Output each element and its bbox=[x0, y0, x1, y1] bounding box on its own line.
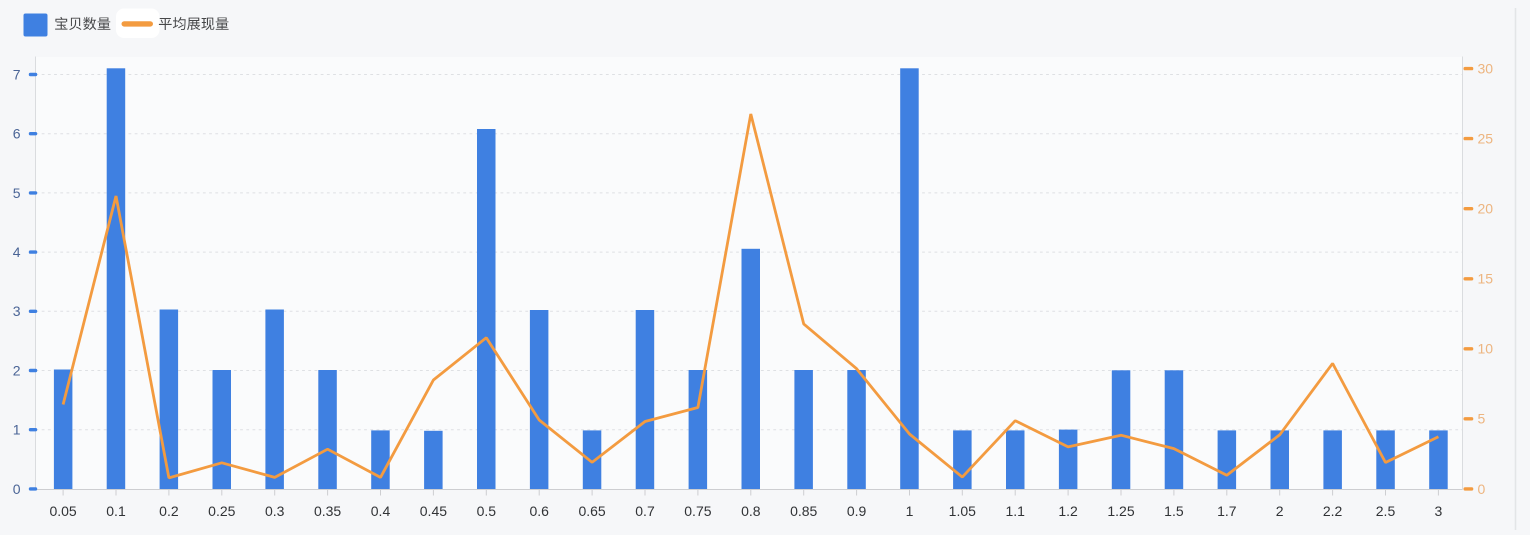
svg-text:6: 6 bbox=[13, 126, 21, 142]
svg-text:0.6: 0.6 bbox=[529, 503, 549, 519]
svg-text:0.85: 0.85 bbox=[790, 503, 817, 519]
svg-text:1.2: 1.2 bbox=[1058, 503, 1078, 519]
svg-text:0.5: 0.5 bbox=[477, 503, 497, 519]
svg-text:1: 1 bbox=[906, 503, 914, 519]
svg-text:15: 15 bbox=[1478, 271, 1494, 287]
svg-text:25: 25 bbox=[1478, 131, 1494, 147]
svg-text:0.75: 0.75 bbox=[684, 503, 711, 519]
svg-text:1: 1 bbox=[13, 422, 21, 438]
svg-text:7: 7 bbox=[13, 66, 21, 82]
svg-text:2.2: 2.2 bbox=[1323, 503, 1343, 519]
svg-text:2: 2 bbox=[13, 362, 21, 378]
svg-text:5: 5 bbox=[13, 185, 21, 201]
svg-text:0.65: 0.65 bbox=[578, 503, 605, 519]
svg-text:1.7: 1.7 bbox=[1217, 503, 1237, 519]
svg-text:0.4: 0.4 bbox=[371, 503, 391, 519]
svg-text:0.05: 0.05 bbox=[49, 503, 76, 519]
svg-text:0: 0 bbox=[1478, 481, 1486, 497]
svg-text:30: 30 bbox=[1478, 61, 1494, 77]
svg-text:2: 2 bbox=[1276, 503, 1284, 519]
svg-text:0.9: 0.9 bbox=[847, 503, 867, 519]
svg-text:0.7: 0.7 bbox=[635, 503, 655, 519]
svg-text:1.05: 1.05 bbox=[949, 503, 976, 519]
svg-text:0.2: 0.2 bbox=[159, 503, 179, 519]
svg-text:0.45: 0.45 bbox=[420, 503, 447, 519]
svg-text:1.1: 1.1 bbox=[1005, 503, 1025, 519]
svg-text:0.8: 0.8 bbox=[741, 503, 761, 519]
svg-text:2.5: 2.5 bbox=[1376, 503, 1396, 519]
svg-text:1.25: 1.25 bbox=[1107, 503, 1134, 519]
svg-text:3: 3 bbox=[13, 303, 21, 319]
svg-text:10: 10 bbox=[1478, 341, 1494, 357]
svg-text:0.1: 0.1 bbox=[106, 503, 126, 519]
svg-text:0: 0 bbox=[13, 481, 21, 497]
svg-text:20: 20 bbox=[1478, 201, 1494, 217]
svg-text:5: 5 bbox=[1478, 411, 1486, 427]
svg-text:3: 3 bbox=[1435, 503, 1443, 519]
svg-text:0.25: 0.25 bbox=[208, 503, 235, 519]
svg-text:1.5: 1.5 bbox=[1164, 503, 1184, 519]
svg-text:4: 4 bbox=[13, 244, 21, 260]
svg-text:0.35: 0.35 bbox=[314, 503, 341, 519]
svg-text:0.3: 0.3 bbox=[265, 503, 285, 519]
